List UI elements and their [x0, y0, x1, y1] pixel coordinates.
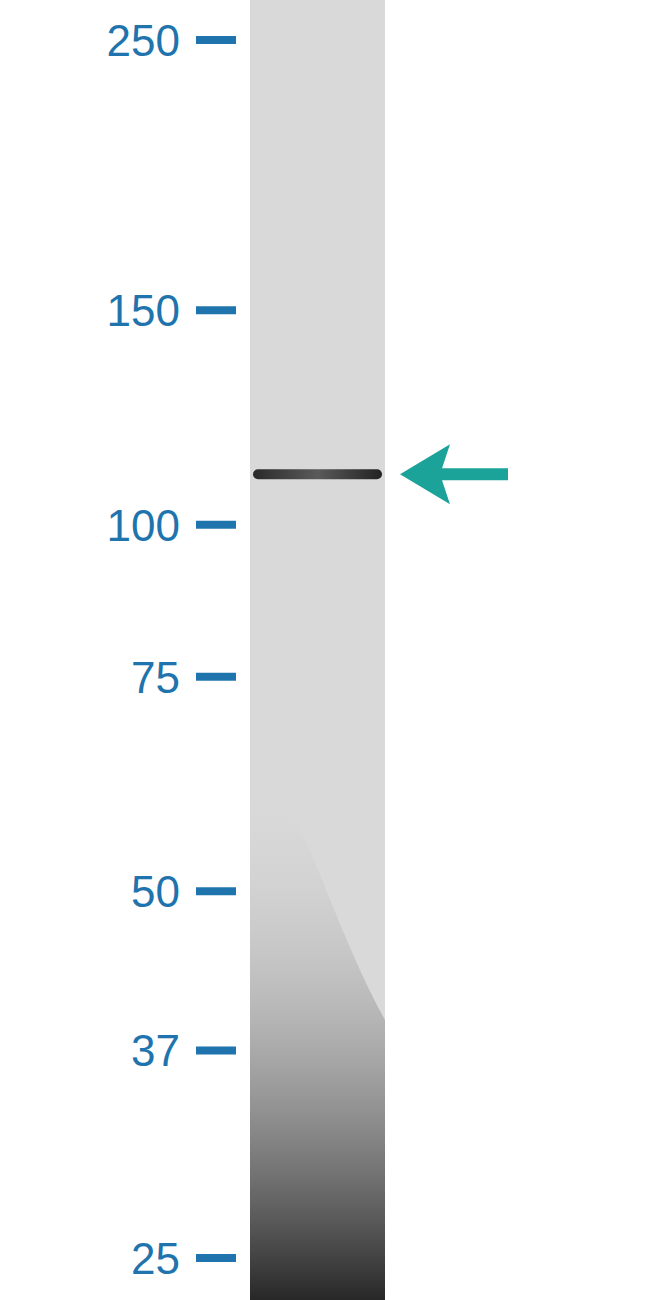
tick-mark: [196, 306, 236, 314]
tick: 250: [107, 16, 236, 65]
lane: [250, 0, 385, 1300]
tick: 75: [131, 653, 236, 702]
tick-label: 100: [107, 501, 180, 550]
tick: 100: [107, 501, 236, 550]
tick-mark: [196, 1254, 236, 1262]
tick-mark: [196, 1047, 236, 1055]
tick-mark: [196, 887, 236, 895]
tick-mark: [196, 521, 236, 529]
smear: [250, 780, 385, 1300]
lane-content: [250, 469, 385, 1300]
tick: 25: [131, 1234, 236, 1283]
tick-label: 25: [131, 1234, 180, 1283]
band: [253, 469, 382, 479]
tick-label: 37: [131, 1026, 180, 1075]
tick: 37: [131, 1026, 236, 1075]
tick-label: 75: [131, 653, 180, 702]
blot-figure: 25 37 50 75 100 150 250: [0, 0, 650, 1300]
arrow: [400, 444, 508, 504]
y-axis: 25 37 50 75 100 150 250: [107, 16, 236, 1283]
tick-label: 150: [107, 286, 180, 335]
tick: 150: [107, 286, 236, 335]
tick-mark: [196, 673, 236, 681]
tick-label: 50: [131, 867, 180, 916]
tick-mark: [196, 36, 236, 44]
tick: 50: [131, 867, 236, 916]
tick-label: 250: [107, 16, 180, 65]
